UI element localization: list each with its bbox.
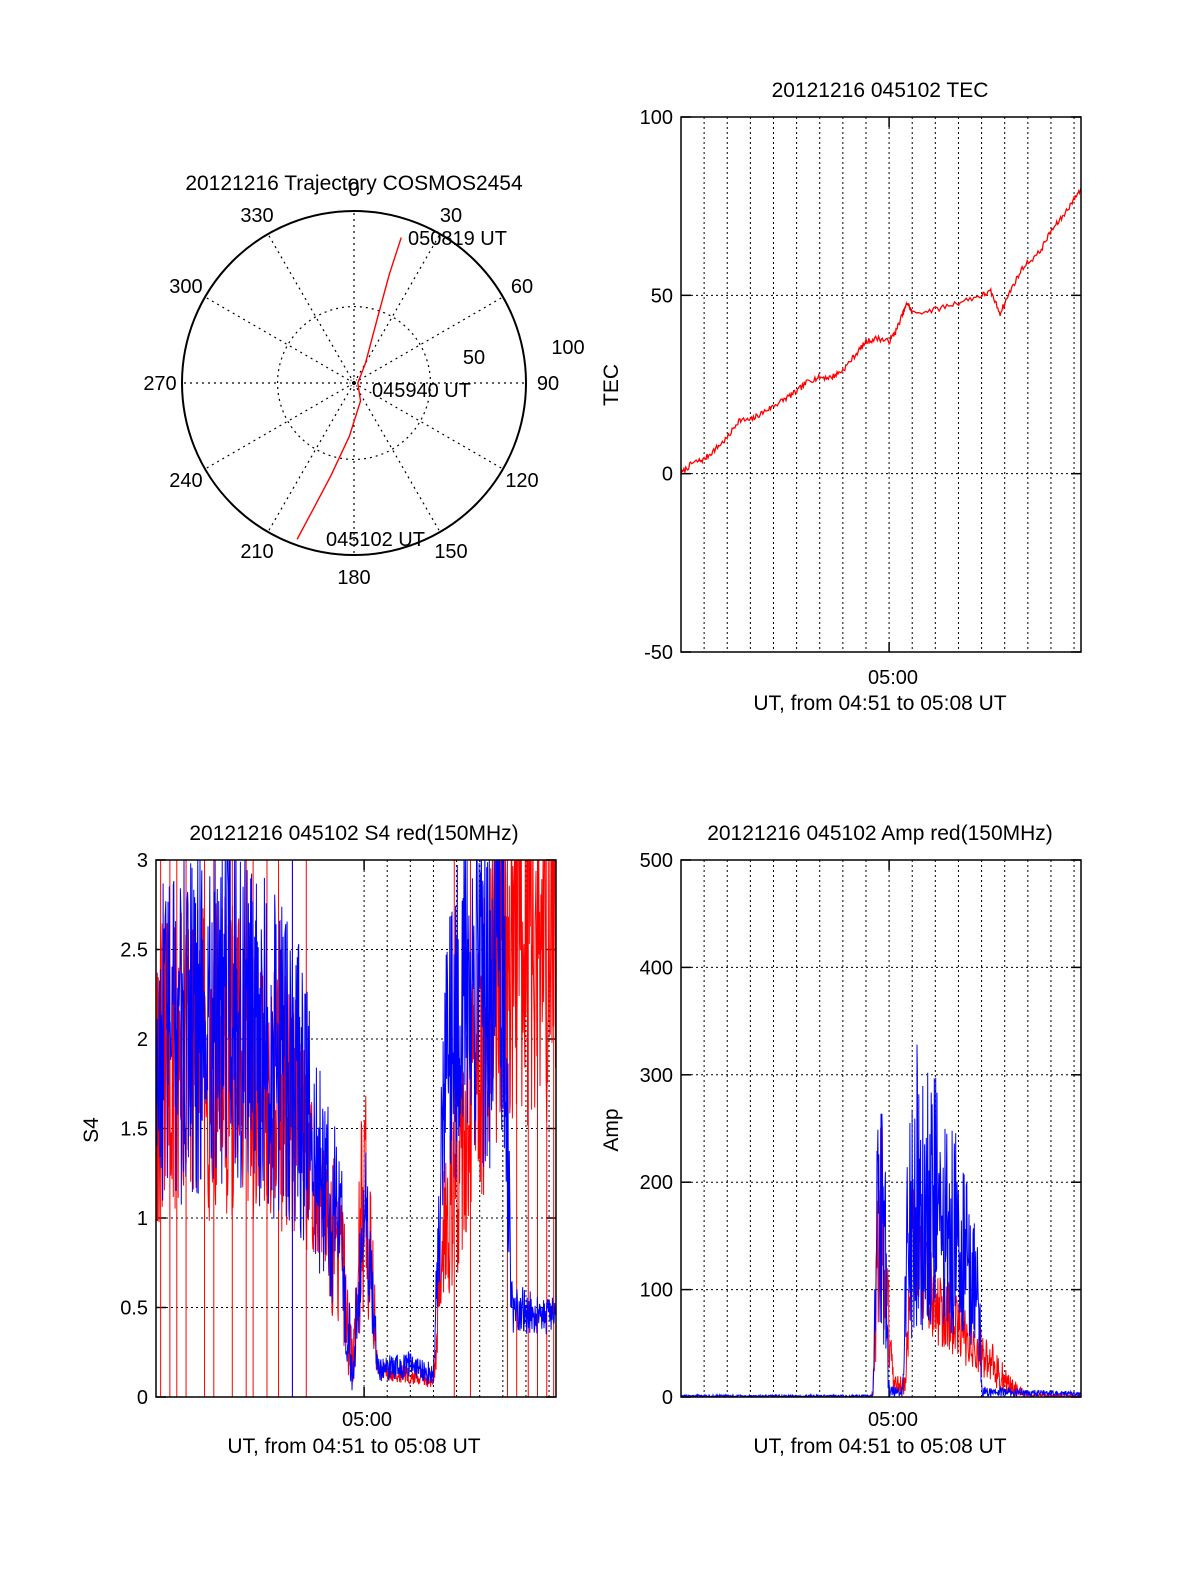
y-tick-label: 0	[662, 1387, 673, 1409]
azimuth-label-60: 60	[511, 276, 533, 298]
azimuth-spoke	[353, 296, 504, 384]
y-tick-label: 2.5	[120, 940, 148, 962]
annotation-end-time: 050819 UT	[408, 228, 507, 250]
y-tick-label: 50	[651, 285, 673, 307]
azimuth-spoke	[267, 382, 355, 533]
tec-series-line	[680, 188, 1082, 476]
x-tick-label: 05:00	[342, 1409, 392, 1431]
azimuth-label-90: 90	[537, 373, 559, 395]
y-tick-label: 500	[640, 850, 673, 872]
chart-title: 20121216 045102 TEC	[772, 79, 989, 102]
y-tick-label: 3	[137, 850, 148, 872]
y-tick-label: 2	[137, 1029, 148, 1051]
y-tick-label: 1	[137, 1208, 148, 1230]
radial-label-50: 50	[463, 347, 485, 369]
x-tick-label: 05:00	[868, 1409, 918, 1431]
x-axis-label: UT, from 04:51 to 05:08 UT	[227, 1435, 480, 1458]
trajectory-polar-chart: 20121216 Trajectory COSMOS2454 0 30 60 90 12…	[143, 172, 584, 589]
series-line-1	[156, 860, 556, 1391]
azimuth-label-0: 0	[348, 179, 359, 201]
outer-ring	[181, 210, 527, 556]
azimuth-label-210: 210	[240, 541, 273, 563]
azimuth-spoke	[353, 382, 441, 533]
azimuth-label-30: 30	[440, 205, 462, 227]
azimuth-spoke	[204, 296, 355, 384]
azimuth-label-120: 120	[505, 470, 538, 492]
radial-label-100: 100	[551, 337, 584, 359]
y-tick-label: 0	[137, 1387, 148, 1409]
y-tick-labels: 0 100 200 300 400 500	[640, 850, 673, 1409]
y-tick-label: 0	[662, 464, 673, 486]
plot-frame	[680, 116, 1082, 653]
y-tick-label: 400	[640, 957, 673, 979]
azimuth-label-240: 240	[169, 470, 202, 492]
y-axis-label: Amp	[600, 1108, 623, 1151]
y-tick-label: 1.5	[120, 1119, 148, 1141]
azimuth-spoke	[353, 233, 441, 384]
s4-chart: 20121216 045102 S4 red(150MHz) 0 0.5 1 1.5 2…	[80, 822, 557, 1458]
y-tick-label: 100	[640, 1280, 673, 1302]
y-axis-label: S4	[80, 1117, 103, 1143]
plot-frame	[680, 859, 1082, 1398]
trajectory-line	[296, 237, 402, 540]
series-group	[156, 860, 556, 1397]
tec-chart: 20121216 045102 TEC -50 0 50 100 05:00 UT, …	[600, 79, 1082, 715]
grid	[681, 116, 1081, 653]
chart-title: 20121216 Trajectory COSMOS2454	[185, 172, 523, 195]
elevation-ring-50	[276, 305, 432, 461]
annotation-start-time: 045102 UT	[326, 529, 425, 551]
plot-frame	[155, 859, 557, 1398]
trajectory-series	[296, 237, 402, 540]
y-tick-labels: -50 0 50 100	[640, 107, 673, 664]
polar-grid	[181, 210, 527, 556]
azimuth-label-180: 180	[337, 567, 370, 589]
x-tick-label: 05:00	[868, 667, 918, 689]
chart-title: 20121216 045102 S4 red(150MHz)	[189, 822, 518, 845]
azimuth-label-330: 330	[240, 205, 273, 227]
azimuth-labels: 0 30 60 90 120 150 180 210 240 270 300 330	[143, 179, 559, 589]
y-tick-label: -50	[644, 642, 673, 664]
y-tick-labels: 0 0.5 1 1.5 2 2.5 3	[120, 850, 148, 1409]
y-tick-label: 0.5	[120, 1298, 148, 1320]
series-area	[680, 188, 1082, 476]
y-tick-label: 100	[640, 107, 673, 129]
annotation-mid-time: 045940 UT	[372, 380, 471, 402]
azimuth-label-270: 270	[143, 373, 176, 395]
azimuth-label-150: 150	[434, 541, 467, 563]
x-axis-label: UT, from 04:51 to 05:08 UT	[753, 1435, 1006, 1458]
amp-chart: 20121216 045102 Amp red(150MHz) 0 100 200 3…	[600, 822, 1082, 1458]
chart-title: 20121216 045102 Amp red(150MHz)	[707, 822, 1053, 845]
x-axis-label: UT, from 04:51 to 05:08 UT	[753, 692, 1006, 715]
series-area	[156, 860, 556, 1397]
y-tick-label: 200	[640, 1172, 673, 1194]
azimuth-label-300: 300	[169, 276, 202, 298]
azimuth-spoke	[204, 382, 355, 470]
y-axis-label: TEC	[600, 364, 623, 406]
azimuth-spoke	[353, 382, 504, 470]
azimuth-spoke	[267, 233, 355, 384]
y-tick-label: 300	[640, 1065, 673, 1087]
